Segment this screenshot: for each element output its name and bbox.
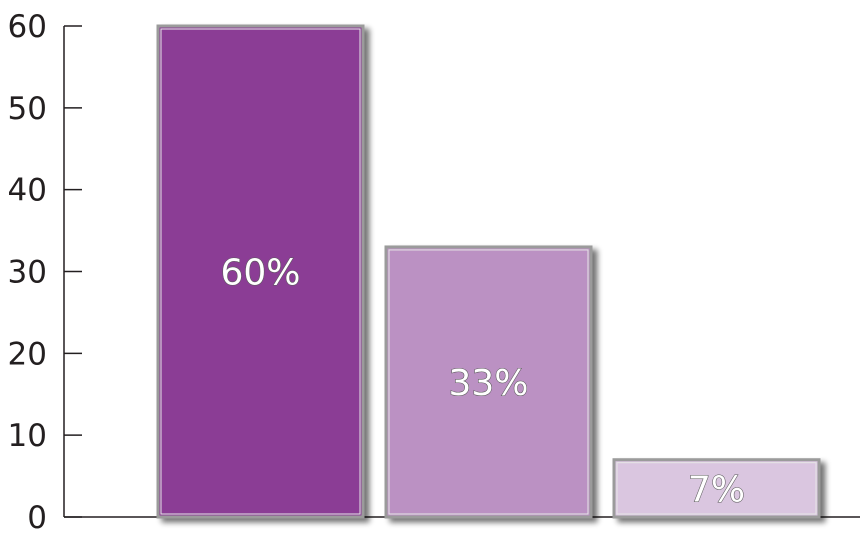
bar-inner-border xyxy=(616,462,817,515)
y-tick-label: 0 xyxy=(27,500,47,533)
bar-data-label: 33% xyxy=(448,363,528,404)
y-tick-label: 60 xyxy=(8,9,47,45)
bar-inner-border xyxy=(388,249,589,515)
y-tick-label: 50 xyxy=(8,91,47,127)
y-tick-label: 10 xyxy=(8,418,47,454)
y-tick-label: 30 xyxy=(8,255,47,291)
bar xyxy=(156,24,365,519)
y-tick-label: 20 xyxy=(8,336,47,372)
y-tick-label: 40 xyxy=(8,173,47,209)
label-layer: 60% 33% 7% xyxy=(220,252,746,511)
bar-data-label: 60% xyxy=(220,253,300,294)
bar xyxy=(612,458,821,519)
axis-layer: 0 10 20 30 40 50 60 xyxy=(8,9,860,533)
bar xyxy=(384,245,593,519)
bar-inner-border xyxy=(160,28,361,515)
bar-data-label: 7% xyxy=(688,469,745,510)
bar-layer xyxy=(156,24,821,519)
